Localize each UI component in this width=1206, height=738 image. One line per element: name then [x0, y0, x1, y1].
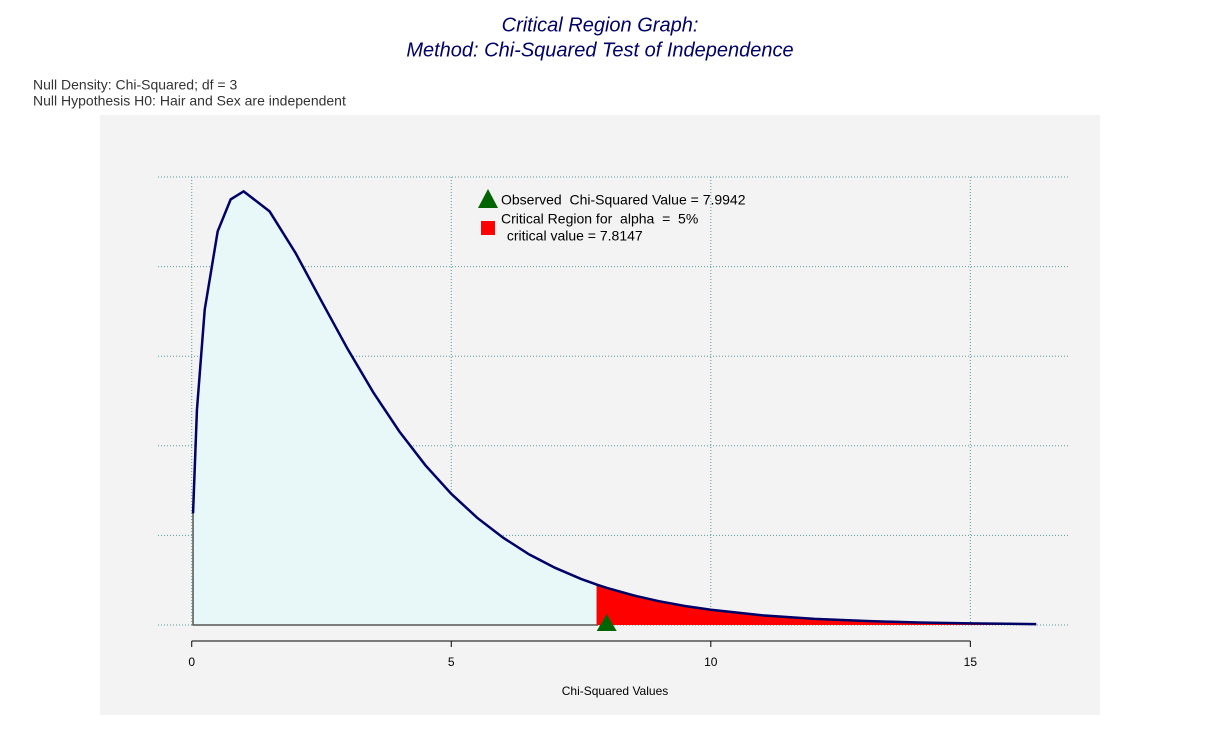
legend-label: critical value = 7.8147 [503, 228, 643, 244]
chart-subtitle: Null Density: Chi-Squared; df = 3 [33, 77, 237, 93]
observed-marker [596, 614, 617, 631]
chart-title: Critical Region Graph: [502, 14, 699, 36]
critical-region [597, 584, 1037, 625]
x-tick-label: 15 [964, 655, 978, 669]
x-tick-label: 5 [448, 655, 455, 669]
legend-marker [478, 189, 498, 208]
legend-label: Critical Region for alpha = 5% [501, 211, 698, 227]
chart-title: Method: Chi-Squared Test of Independence [406, 39, 793, 61]
chart-subtitle: Null Hypothesis H0: Hair and Sex are ind… [33, 93, 346, 109]
x-tick-label: 10 [704, 655, 718, 669]
x-tick-label: 0 [188, 655, 195, 669]
x-axis-label: Chi-Squared Values [562, 684, 669, 698]
legend-marker [481, 221, 495, 235]
legend-label: Observed Chi-Squared Value = 7.9942 [501, 192, 746, 208]
density-curve [191, 189, 1037, 626]
